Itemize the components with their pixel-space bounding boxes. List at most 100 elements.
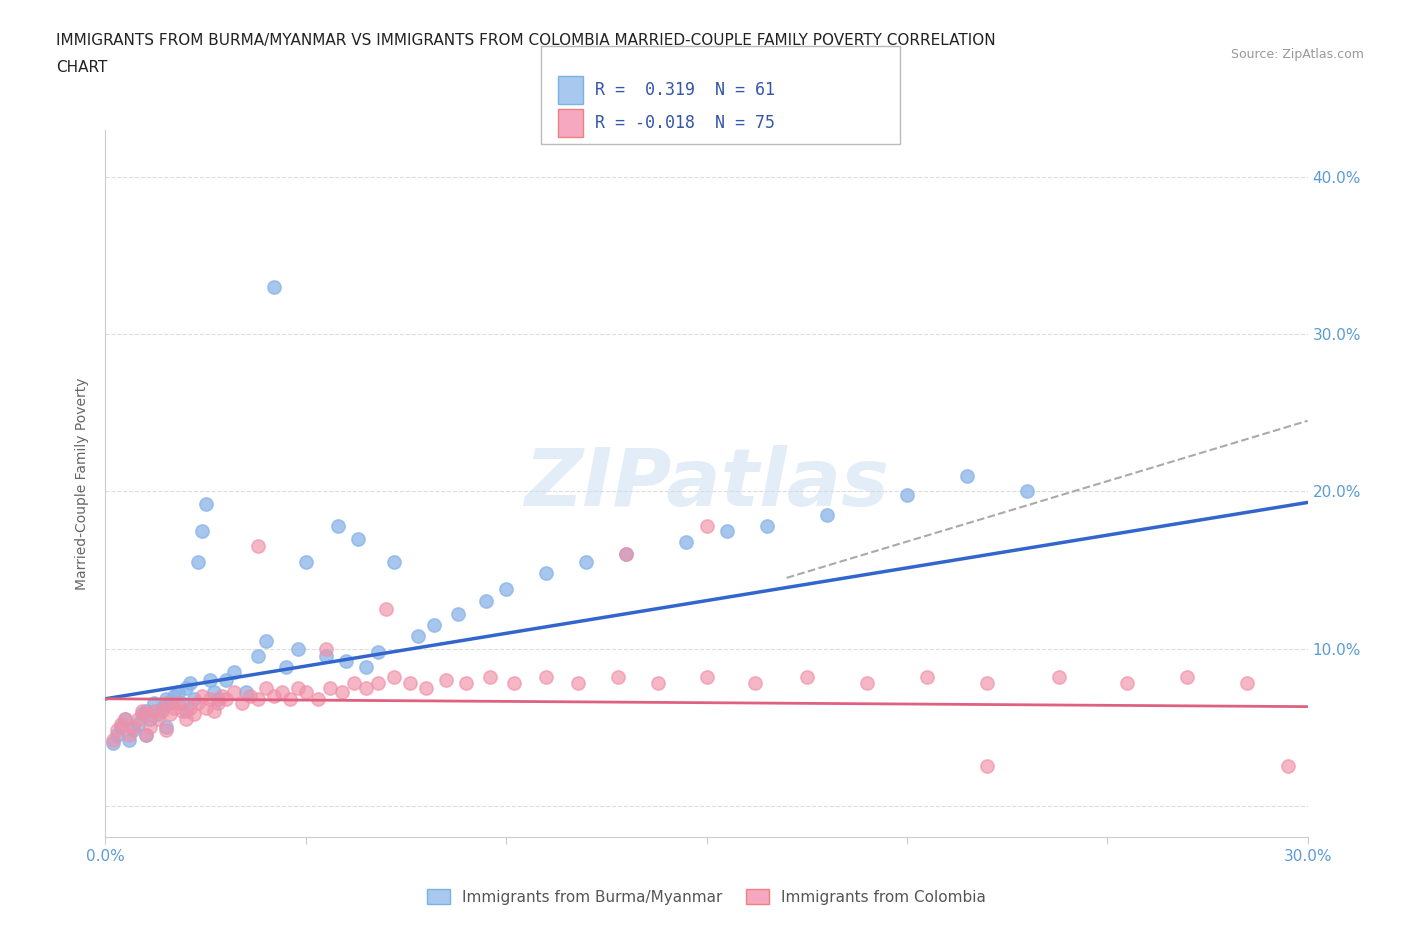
Point <box>347 531 370 546</box>
Point <box>194 701 217 716</box>
Point <box>287 641 309 656</box>
Point <box>190 688 212 703</box>
Point <box>263 688 285 703</box>
Point <box>166 696 188 711</box>
Point <box>166 685 188 700</box>
Text: Source: ZipAtlas.com: Source: ZipAtlas.com <box>1230 48 1364 61</box>
Point <box>855 675 877 690</box>
Point <box>179 675 201 690</box>
Point <box>415 681 437 696</box>
Point <box>246 649 269 664</box>
Point <box>647 675 669 690</box>
Point <box>319 681 342 696</box>
Point <box>335 654 357 669</box>
Point <box>326 519 349 534</box>
Point <box>575 554 598 569</box>
Point <box>896 487 918 502</box>
Point <box>114 711 136 726</box>
Point <box>170 696 193 711</box>
Point <box>231 696 253 711</box>
Point <box>131 707 153 722</box>
Point <box>607 670 630 684</box>
Point <box>315 641 337 656</box>
Point <box>202 685 225 700</box>
Point <box>475 594 498 609</box>
Point <box>270 685 292 700</box>
Point <box>263 280 285 295</box>
Point <box>235 685 257 700</box>
Point <box>254 681 277 696</box>
Point <box>956 469 979 484</box>
Point <box>696 670 718 684</box>
Point <box>315 649 337 664</box>
Point <box>162 688 184 703</box>
Point <box>183 691 205 706</box>
Point <box>127 716 149 731</box>
Point <box>114 711 136 726</box>
Text: IMMIGRANTS FROM BURMA/MYANMAR VS IMMIGRANTS FROM COLOMBIA MARRIED-COUPLE FAMILY : IMMIGRANTS FROM BURMA/MYANMAR VS IMMIGRA… <box>56 33 995 47</box>
Point <box>135 727 157 742</box>
Point <box>170 704 193 719</box>
Point <box>307 691 329 706</box>
Point <box>495 581 517 596</box>
Point <box>367 675 389 690</box>
Point <box>1277 759 1299 774</box>
Point <box>174 711 197 726</box>
Point <box>183 707 205 722</box>
Point <box>382 554 405 569</box>
Point <box>122 720 145 735</box>
Point <box>190 524 212 538</box>
Point <box>534 565 557 580</box>
Point <box>194 497 217 512</box>
Text: ZIPatlas: ZIPatlas <box>524 445 889 523</box>
Point <box>239 688 262 703</box>
Point <box>354 681 377 696</box>
Point <box>367 644 389 659</box>
Point <box>198 672 221 687</box>
Point <box>142 696 165 711</box>
Point <box>159 707 181 722</box>
Point <box>110 720 132 735</box>
Point <box>423 618 446 632</box>
Point <box>1116 675 1139 690</box>
Point <box>278 691 301 706</box>
Point <box>135 707 157 722</box>
Point <box>222 665 245 680</box>
Point <box>744 675 766 690</box>
Point <box>399 675 422 690</box>
Point <box>374 602 398 617</box>
Point <box>150 701 173 716</box>
Point <box>155 691 177 706</box>
Point <box>146 707 169 722</box>
Point <box>138 711 160 726</box>
Point <box>382 670 405 684</box>
Text: CHART: CHART <box>56 60 108 75</box>
Point <box>150 704 173 719</box>
Point <box>118 727 141 742</box>
Point <box>159 696 181 711</box>
Point <box>616 547 638 562</box>
Point <box>103 736 125 751</box>
Point <box>146 711 169 726</box>
Point <box>222 685 245 700</box>
Point <box>567 675 589 690</box>
Point <box>135 704 157 719</box>
Point <box>187 696 209 711</box>
Point <box>815 508 838 523</box>
Point <box>976 759 998 774</box>
Point <box>796 670 818 684</box>
Point <box>174 704 197 719</box>
Point <box>202 704 225 719</box>
Point <box>274 660 297 675</box>
Point <box>214 691 236 706</box>
Point <box>135 727 157 742</box>
Point <box>138 720 160 735</box>
Point <box>198 691 221 706</box>
Point <box>162 701 184 716</box>
Point <box>447 606 470 621</box>
Point <box>246 691 269 706</box>
Point <box>503 675 526 690</box>
Point <box>110 716 132 731</box>
Point <box>675 534 697 549</box>
Point <box>107 727 129 742</box>
